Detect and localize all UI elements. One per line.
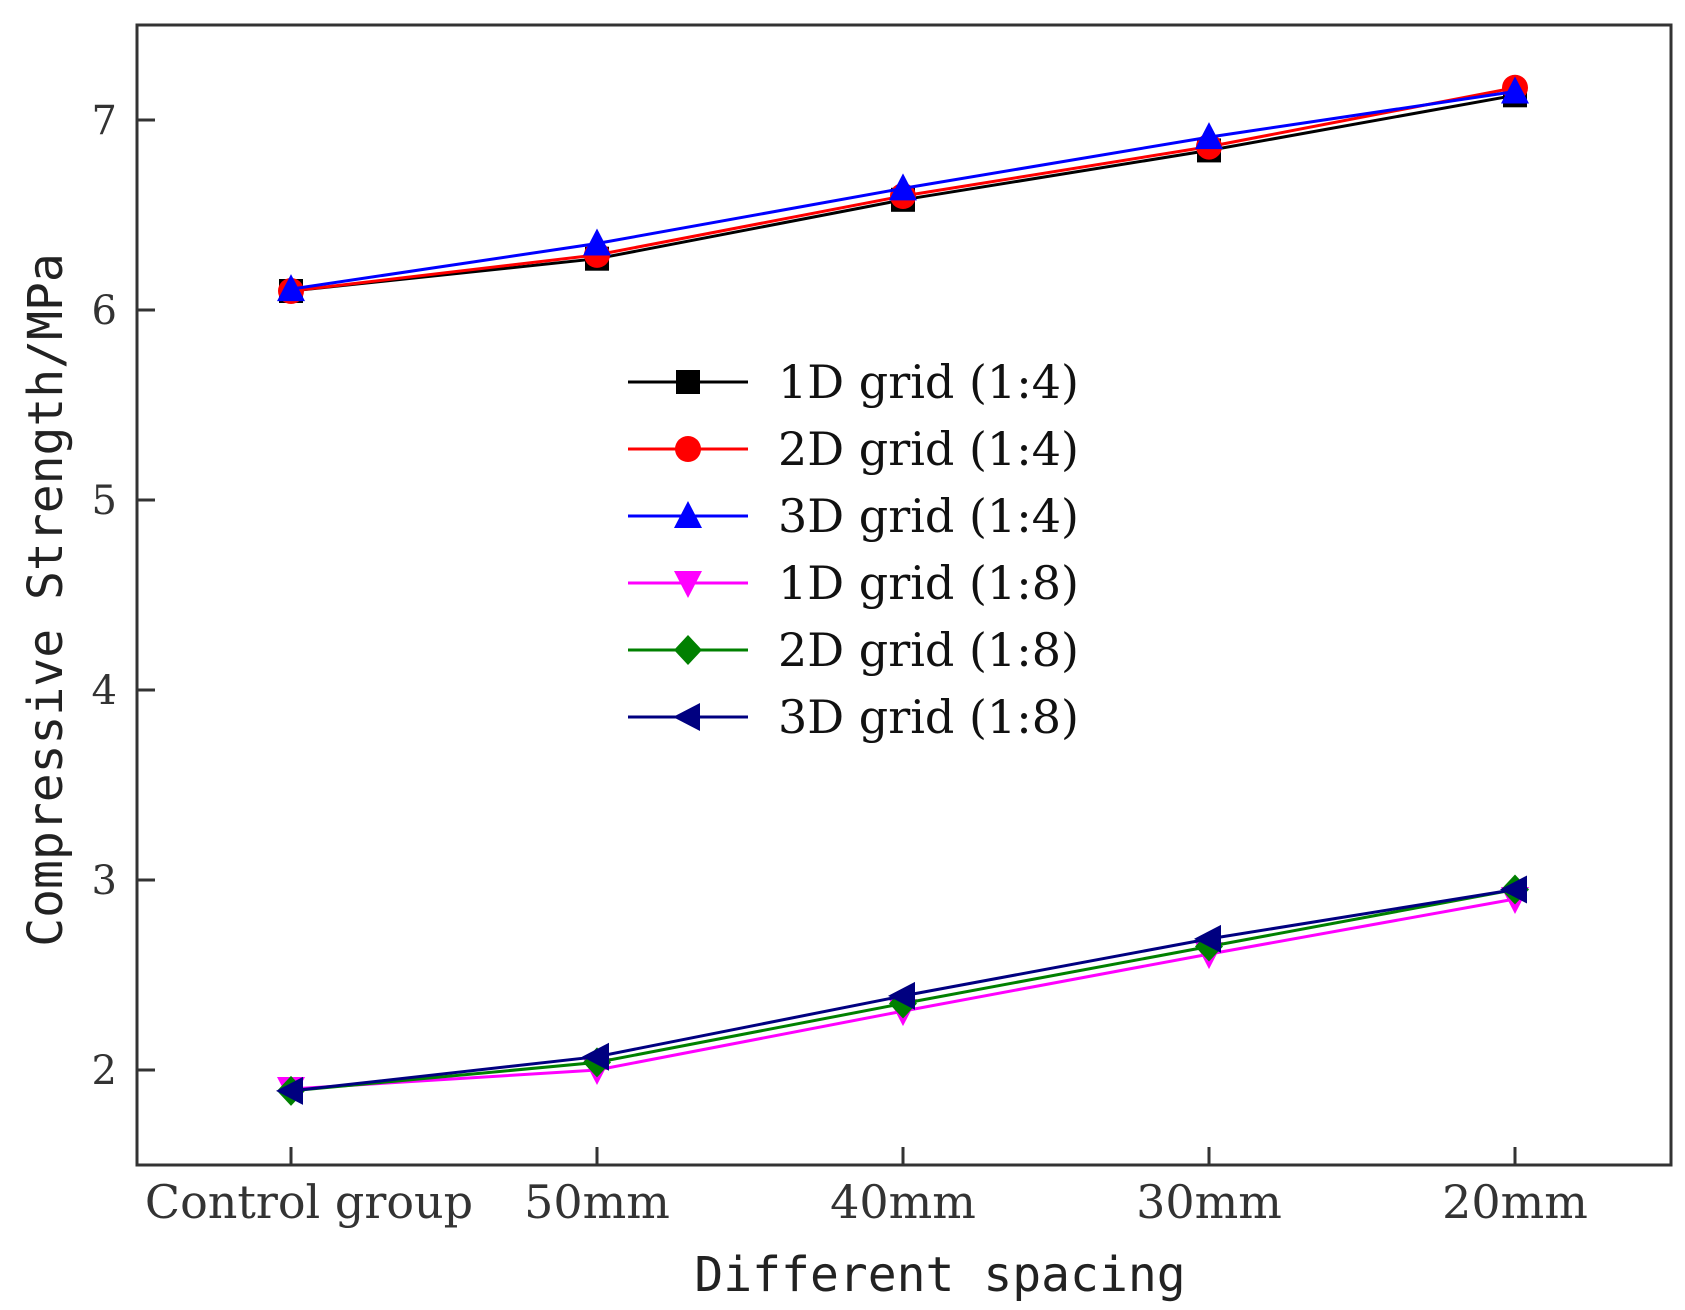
data-point bbox=[277, 274, 305, 302]
series-6 bbox=[276, 875, 1527, 1105]
legend-label: 3D grid (1:8) bbox=[778, 690, 1079, 744]
legend-label: 2D grid (1:8) bbox=[778, 623, 1079, 677]
x-axis-title: Different spacing bbox=[694, 1247, 1185, 1303]
legend-marker bbox=[673, 703, 700, 731]
legend-marker bbox=[674, 501, 702, 528]
legend-item: 2D grid (1:4) bbox=[628, 422, 1079, 476]
data-point bbox=[582, 1042, 609, 1071]
data-point bbox=[1501, 76, 1529, 104]
legend-item: 1D grid (1:8) bbox=[628, 556, 1079, 610]
legend-label: 1D grid (1:8) bbox=[778, 556, 1079, 610]
data-point bbox=[583, 228, 611, 256]
legend-marker bbox=[674, 571, 702, 598]
data-point bbox=[276, 1076, 303, 1105]
series-layer bbox=[276, 74, 1529, 1106]
legend-marker bbox=[676, 370, 700, 394]
legend-item: 2D grid (1:8) bbox=[628, 623, 1079, 677]
y-axis-ticks: 2 3 4 5 6 7 bbox=[92, 98, 155, 1094]
legend-label: 3D grid (1:4) bbox=[778, 489, 1079, 543]
y-tick-label: 4 bbox=[92, 668, 117, 714]
x-axis-ticks: Control group 50mm 40mm 30mm 20mm bbox=[145, 1147, 1588, 1229]
legend-item: 1D grid (1:4) bbox=[628, 355, 1079, 409]
legend-marker bbox=[674, 635, 702, 665]
y-tick-label: 5 bbox=[92, 478, 117, 524]
y-tick-label: 3 bbox=[92, 858, 117, 904]
x-tick-label: Control group bbox=[145, 1175, 473, 1229]
data-point bbox=[888, 981, 915, 1010]
y-tick-label: 6 bbox=[92, 288, 117, 334]
legend-item: 3D grid (1:8) bbox=[628, 690, 1079, 744]
y-axis-title: Compressive Strength/MPa bbox=[18, 253, 74, 947]
x-tick-label: 20mm bbox=[1442, 1175, 1588, 1229]
legend-label: 1D grid (1:4) bbox=[778, 355, 1079, 409]
y-tick-label: 7 bbox=[92, 98, 117, 144]
legend-label: 2D grid (1:4) bbox=[778, 422, 1079, 476]
data-point bbox=[1500, 875, 1527, 904]
legend-item: 3D grid (1:4) bbox=[628, 489, 1079, 543]
data-point bbox=[1194, 924, 1221, 953]
y-tick-label: 2 bbox=[92, 1048, 117, 1094]
x-tick-label: 50mm bbox=[524, 1175, 670, 1229]
data-point bbox=[889, 173, 917, 201]
x-tick-label: 40mm bbox=[830, 1175, 976, 1229]
x-tick-label: 30mm bbox=[1136, 1175, 1282, 1229]
legend: 1D grid (1:4) 2D grid (1:4) 3D grid (1:4) 1… bbox=[628, 355, 1079, 744]
data-point bbox=[1195, 122, 1223, 150]
series-3 bbox=[277, 76, 1529, 302]
legend-marker bbox=[675, 436, 701, 462]
